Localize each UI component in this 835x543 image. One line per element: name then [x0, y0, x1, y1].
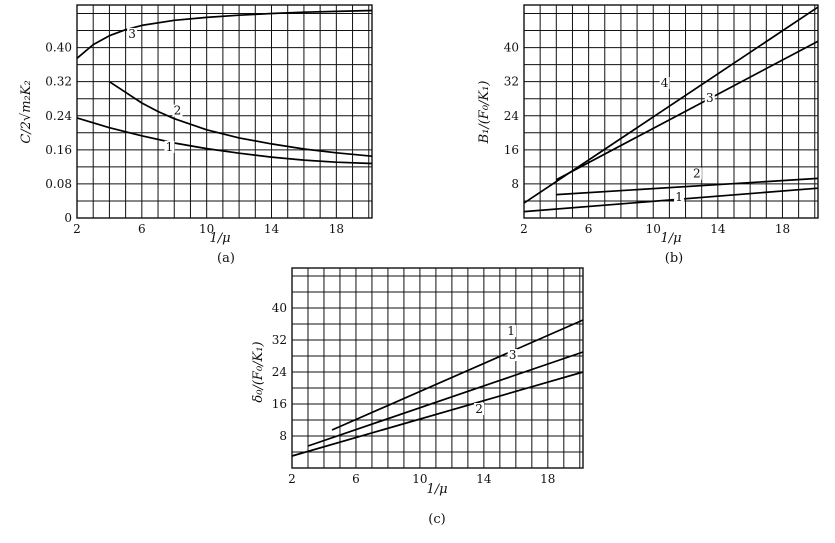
plot-frame [523, 4, 819, 219]
series-label-2: 2 [174, 104, 182, 118]
series-line-1 [523, 187, 819, 213]
x-tick-label: 2 [288, 472, 296, 486]
series-label-1: 1 [675, 190, 683, 204]
panel-caption: (a) [217, 251, 235, 266]
series-line-3 [555, 40, 819, 181]
x-tick-label: 2 [520, 222, 528, 236]
x-tick-label: 10 [199, 222, 214, 236]
series-label-backing [164, 140, 175, 153]
x-tick-label: 6 [585, 222, 593, 236]
y-tick-label: 16 [504, 143, 519, 157]
series-label-backing [474, 403, 485, 415]
x-tick-label: 14 [264, 222, 280, 236]
panel-caption: (b) [665, 251, 683, 266]
series-label-2: 2 [693, 167, 701, 181]
x-tick-label: 10 [646, 222, 661, 236]
x-tick-label: 2 [73, 222, 81, 236]
series-line-2 [556, 177, 819, 196]
series-line-4 [523, 6, 819, 204]
y-tick-label: 0.32 [45, 75, 72, 89]
series-label-1: 1 [166, 140, 174, 154]
series-line-2 [291, 371, 584, 457]
x-tick-label: 18 [540, 472, 555, 486]
plot-frame [76, 4, 373, 219]
series-label-3: 3 [509, 348, 517, 362]
series-label-backing [507, 349, 518, 361]
y-tick-label: 32 [504, 75, 519, 89]
series-line-1 [331, 319, 584, 431]
x-tick-label: 14 [710, 222, 726, 236]
y-tick-label: 40 [272, 301, 287, 315]
series-label-backing [127, 27, 138, 40]
x-tick-label: 18 [775, 222, 790, 236]
series-label-backing [674, 191, 685, 204]
y-tick-label: 0.08 [45, 177, 72, 191]
x-axis-label: 1/μ [209, 231, 230, 246]
series-label-3: 3 [128, 27, 136, 41]
series-line-3 [307, 351, 584, 447]
panel-c: 2 6 10 14 18 8 16 24 32 40 1 2 3 1/μ δ₀/(F₀/K₁) (c) [251, 267, 584, 527]
y-tick-label: 8 [511, 177, 519, 191]
series-label-4: 4 [661, 76, 669, 90]
x-tick-label: 6 [138, 222, 146, 236]
series-line-1 [76, 117, 373, 165]
y-axis-label: δ₀/(F₀/K₁) [251, 341, 266, 402]
y-tick-label: 0.16 [45, 143, 72, 157]
x-tick-label: 10 [412, 472, 427, 486]
x-tick-label: 18 [329, 222, 344, 236]
y-tick-label: 8 [279, 429, 287, 443]
x-axis-label: 1/μ [426, 482, 447, 497]
plot-frame [291, 267, 584, 469]
series-line-2 [108, 80, 373, 158]
y-axis-label: B₁/(F₀/K₁) [477, 81, 492, 145]
y-tick-label: 40 [504, 41, 519, 55]
series-label-backing [691, 167, 702, 180]
y-tick-label: 24 [504, 109, 520, 123]
panel-a: 2 6 10 14 18 0 0.08 0.16 0.24 0.32 0.40 1 2 3 1/μ C/2√m… [19, 4, 373, 266]
series-label-backing [704, 91, 715, 104]
x-tick-label: 14 [476, 472, 492, 486]
y-tick-label: 0 [64, 211, 72, 225]
y-tick-label: 24 [272, 365, 288, 379]
x-axis-label: 1/μ [660, 231, 681, 246]
y-axis-label: C/2√m₂K₂ [19, 80, 34, 143]
y-tick-label: 0.40 [45, 41, 72, 55]
panel-caption: (c) [428, 512, 445, 527]
series-label-backing [506, 325, 517, 337]
y-tick-label: 16 [272, 397, 287, 411]
series-label-2: 2 [475, 402, 483, 416]
series-line-3 [76, 9, 373, 59]
series-label-backing [172, 104, 183, 117]
series-label-backing [659, 76, 670, 89]
y-tick-label: 32 [272, 333, 287, 347]
x-tick-label: 6 [352, 472, 360, 486]
series-label-1: 1 [507, 324, 515, 338]
y-tick-label: 0.24 [45, 109, 72, 123]
series-label-3: 3 [706, 91, 714, 105]
